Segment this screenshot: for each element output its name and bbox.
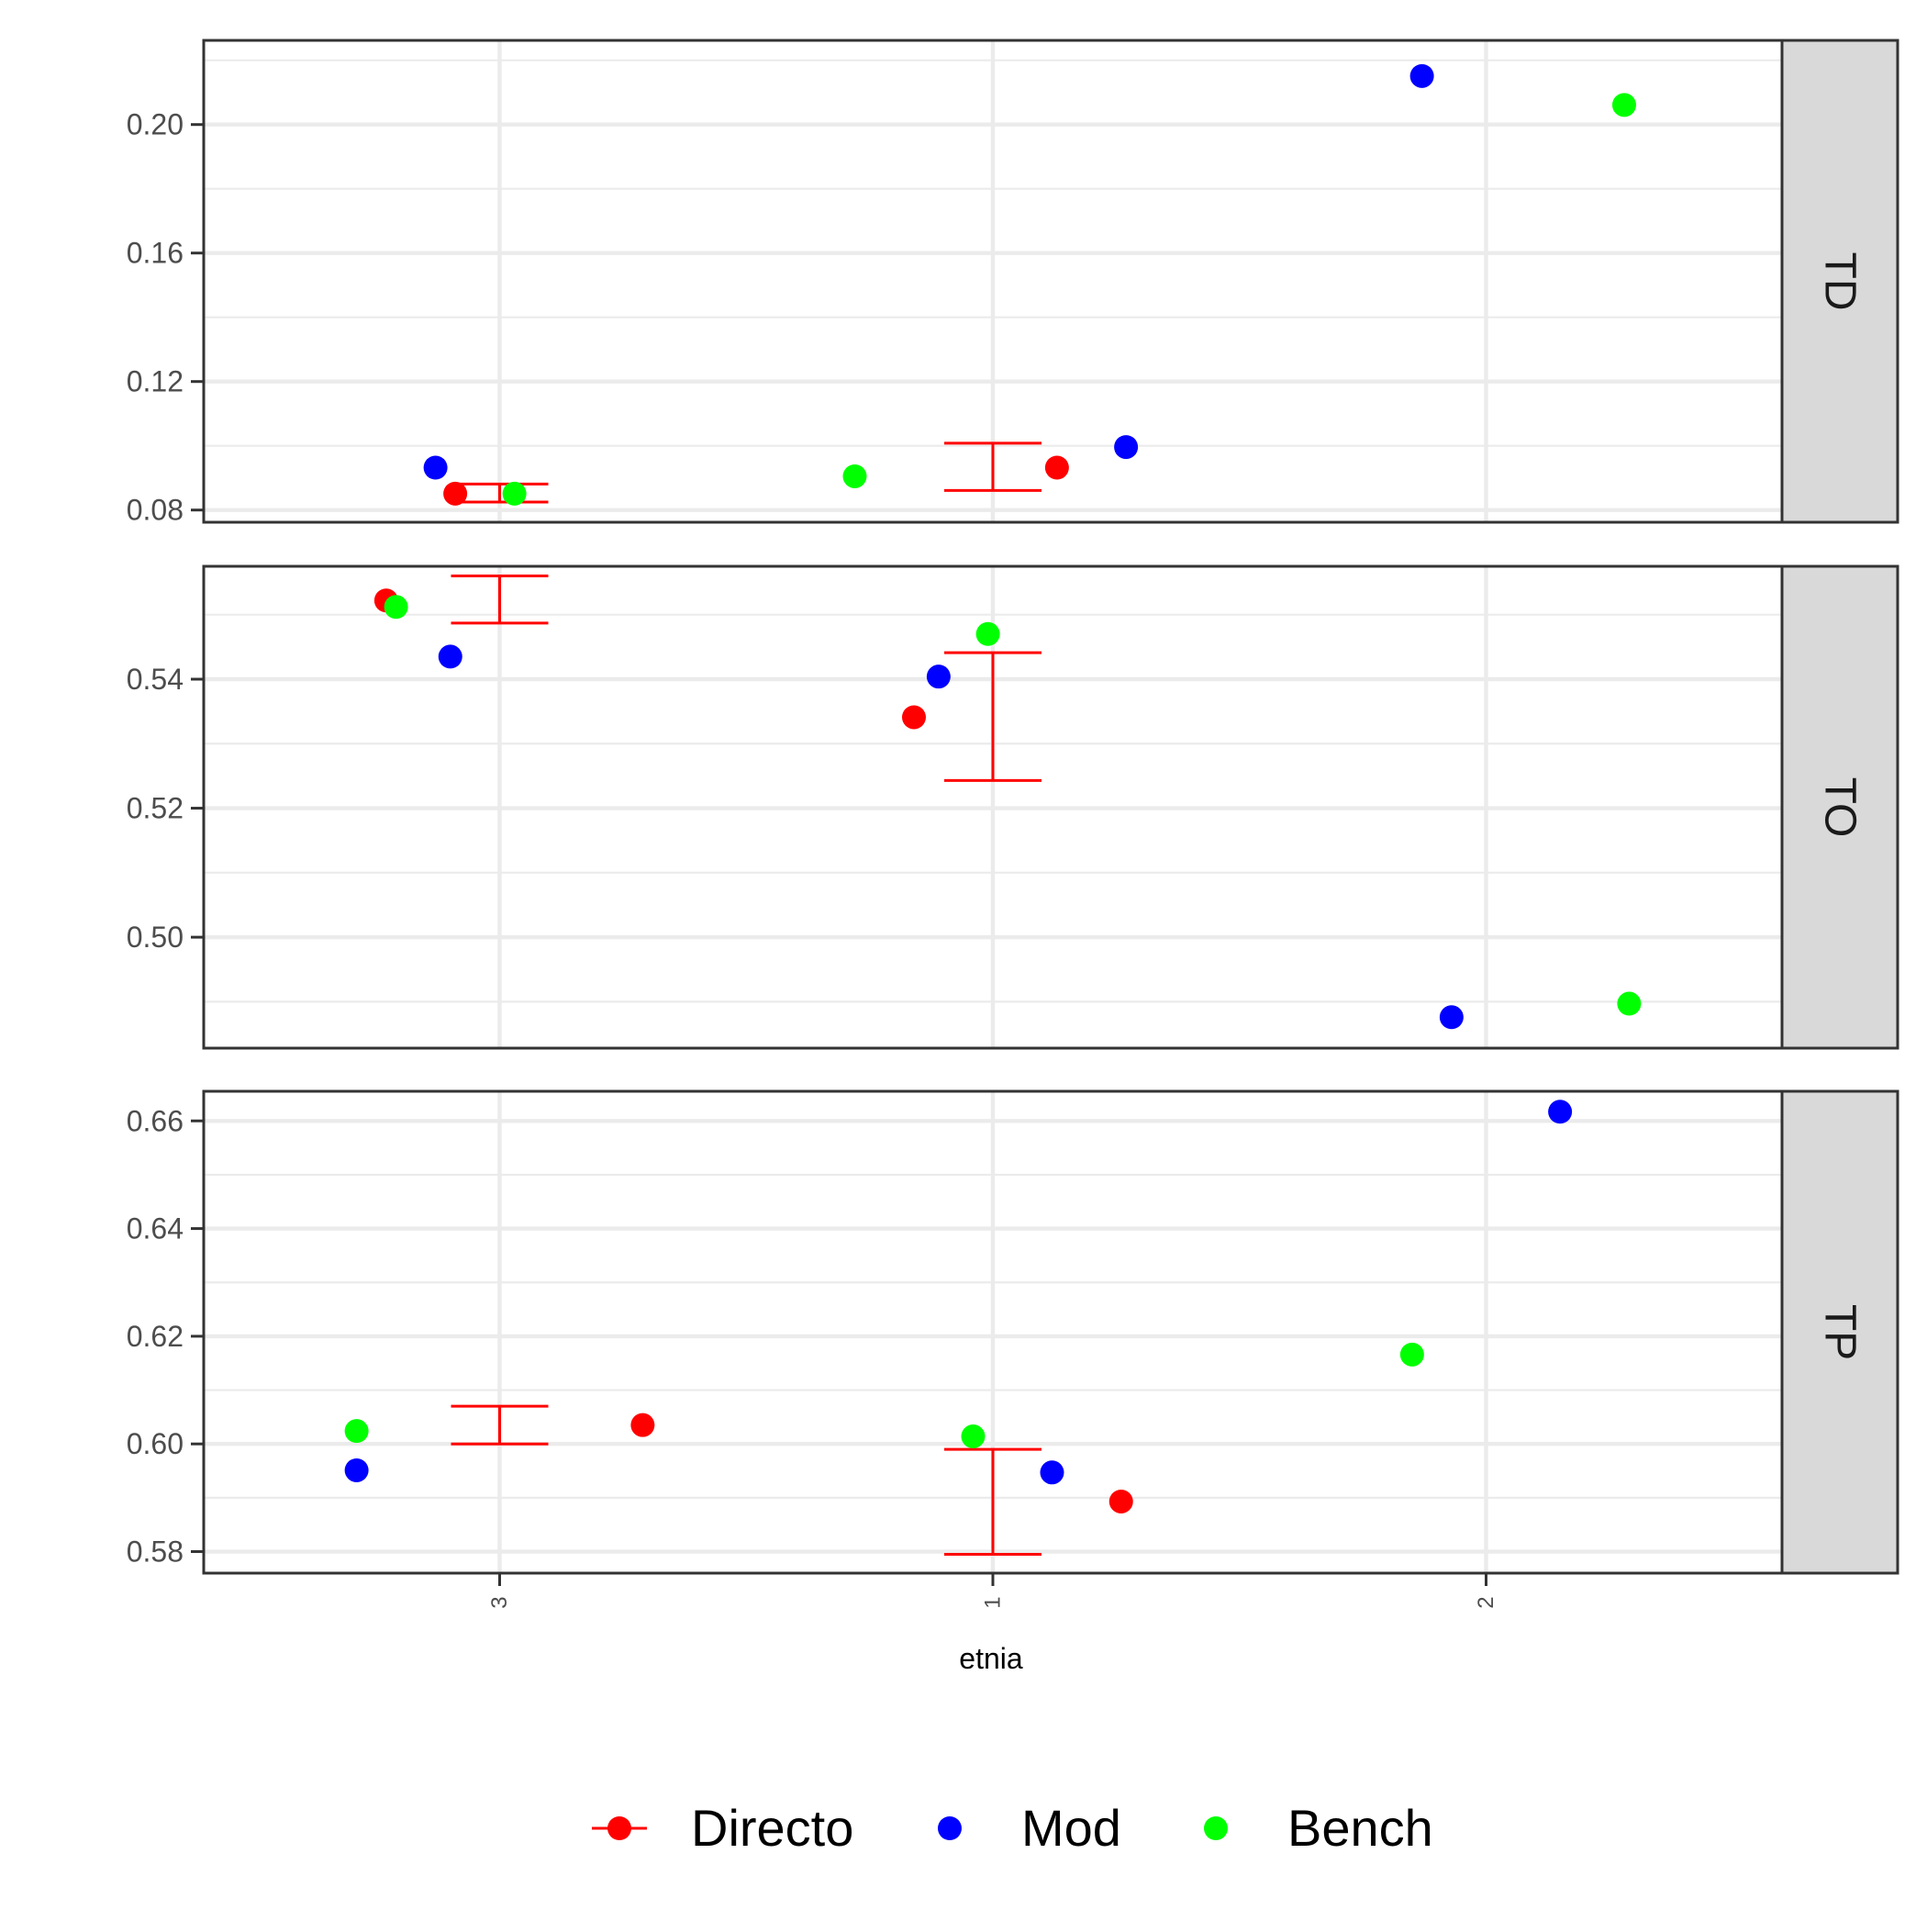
point-bench — [1399, 1342, 1424, 1367]
point-mod — [1439, 1005, 1464, 1030]
point-bench — [502, 481, 527, 506]
x-tick-label: 1 — [981, 1596, 1006, 1608]
errorbar-3 — [451, 575, 549, 625]
legend-key-point — [607, 1816, 631, 1840]
y-tick-label: 0.54 — [127, 663, 184, 696]
panel-TO: 0.50 0.52 0.54 TO — [127, 564, 1899, 1050]
y-tick-label: 0.66 — [127, 1104, 184, 1137]
legend: Directo Mod Bench — [592, 1799, 1433, 1857]
x-tick-label: 3 — [487, 1596, 512, 1608]
facet-strip — [1780, 39, 1899, 524]
y-tick-label: 0.52 — [127, 792, 184, 825]
legend-label: Mod — [1021, 1799, 1121, 1857]
point-mod — [926, 664, 951, 689]
x-axis: etnia 3 1 2 — [487, 1573, 1498, 1675]
point-mod — [1114, 435, 1139, 460]
y-tick-label: 0.58 — [127, 1536, 184, 1569]
legend-item-mod: Mod — [938, 1799, 1121, 1857]
legend-key-point — [1204, 1816, 1228, 1840]
x-tick-label: 2 — [1474, 1596, 1498, 1608]
legend-label: Directo — [691, 1799, 853, 1857]
point-directo — [1044, 455, 1069, 480]
errorbar-3 — [451, 482, 549, 504]
point-mod — [1548, 1100, 1573, 1124]
legend-key-point — [938, 1816, 962, 1840]
point-mod — [1040, 1460, 1064, 1485]
legend-item-directo: Directo — [592, 1799, 853, 1857]
errorbar-1 — [944, 651, 1041, 782]
point-mod — [344, 1457, 369, 1482]
point-bench — [1617, 991, 1642, 1016]
point-bench — [344, 1419, 369, 1444]
point-bench — [1612, 93, 1636, 117]
legend-item-bench: Bench — [1204, 1799, 1433, 1857]
point-mod — [438, 644, 462, 669]
facet-strip — [1780, 564, 1899, 1050]
facet-strip-label: TO — [1816, 777, 1865, 838]
y-tick-label: 0.62 — [127, 1320, 184, 1353]
point-bench — [975, 621, 1000, 646]
y-tick-label: 0.64 — [127, 1212, 184, 1245]
point-directo — [1108, 1489, 1133, 1513]
point-mod — [423, 455, 448, 480]
facet-strip-label: TD — [1816, 252, 1865, 311]
point-mod — [1409, 63, 1434, 88]
panels: 0.08 0.12 0.16 0.20 TD 0.50 0.52 0.54 TO 0.58 0.60… — [127, 39, 1899, 1575]
y-tick-label: 0.08 — [127, 494, 184, 527]
errorbar-3 — [451, 1404, 549, 1446]
point-bench — [842, 463, 867, 488]
legend-label: Bench — [1287, 1799, 1433, 1857]
panel-TD: 0.08 0.12 0.16 0.20 TD — [127, 39, 1899, 527]
y-tick-label: 0.16 — [127, 237, 184, 270]
point-directo — [630, 1413, 655, 1437]
errorbar-1 — [944, 441, 1041, 492]
y-tick-label: 0.50 — [127, 921, 184, 954]
y-tick-label: 0.12 — [127, 365, 184, 398]
errorbar-1 — [944, 1447, 1041, 1556]
y-tick-label: 0.60 — [127, 1427, 184, 1460]
facet-strip — [1780, 1089, 1899, 1575]
point-directo — [443, 481, 468, 506]
y-tick-label: 0.20 — [127, 108, 184, 141]
point-bench — [384, 595, 408, 620]
point-directo — [902, 705, 926, 730]
facet-strip-label: TP — [1816, 1304, 1865, 1360]
point-bench — [961, 1424, 986, 1449]
x-axis-title: etnia — [959, 1642, 1023, 1675]
panel-TP: 0.58 0.60 0.62 0.64 0.66 TP — [127, 1089, 1899, 1575]
